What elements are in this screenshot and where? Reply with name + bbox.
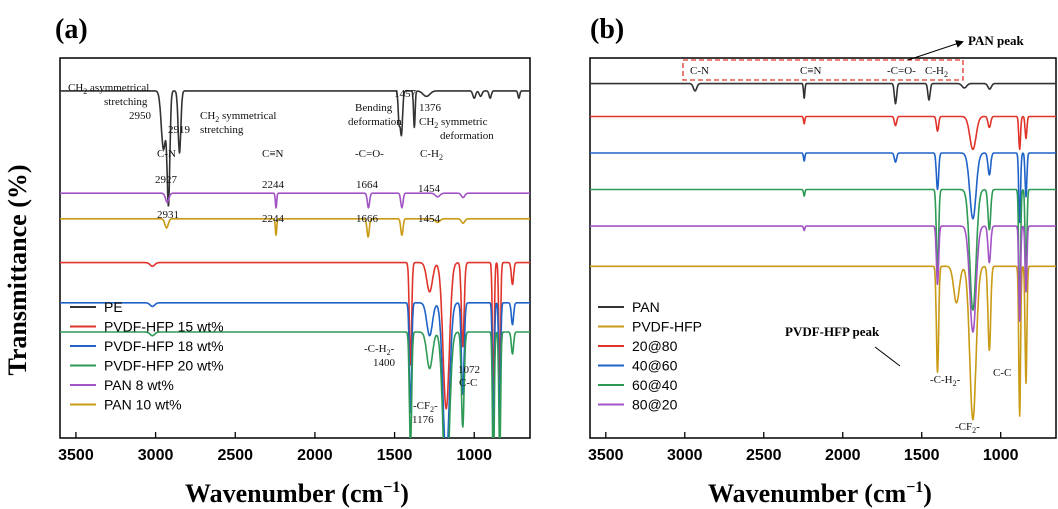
panel-a-x-ticks: 3500 3000 2500 2000 1500 1000 — [58, 432, 492, 464]
anno-pvdf-cf2: -CF2- — [413, 400, 438, 414]
panel-b-x-ticks: 3500 3000 2500 2000 1500 1000 — [588, 432, 1019, 464]
anno-pe-deformation-2: deformation — [440, 130, 494, 142]
panel-a-series — [60, 90, 530, 438]
x-tick-label-3500: 3500 — [588, 447, 624, 464]
anno-box-ctn: C≡N — [800, 65, 822, 77]
anno-pe-2919: 2919 — [168, 124, 191, 136]
x-tick-label-2000: 2000 — [297, 447, 333, 464]
x-tick-label-1500: 1500 — [904, 447, 940, 464]
anno-box-co: -C=O- — [887, 65, 916, 77]
anno-box-ch: C-H2 — [925, 65, 948, 79]
x-tick-label-2000: 2000 — [825, 447, 861, 464]
series-line-1-0 — [590, 82, 1056, 105]
series-line-1-3 — [590, 152, 1056, 224]
x-tick-label-3000: 3000 — [667, 447, 703, 464]
anno-pe-bending: Bending — [355, 102, 393, 114]
anno-pe-ch2-sym: CH2 symmetrical — [200, 110, 276, 124]
anno-pe-deformation: deformation — [348, 116, 402, 128]
legend-label-0-5: PAN 10 wt% — [104, 397, 182, 413]
anno-pan-ch: C-H2 — [420, 148, 443, 162]
x-tick-label-3500: 3500 — [58, 447, 94, 464]
panel-b-label: (b) — [590, 14, 624, 45]
anno-pe-1457: 1457 — [394, 88, 417, 100]
legend-label-0-0: PE — [104, 299, 123, 315]
anno-b-pvdf-ch2: -C-H2- — [930, 374, 961, 388]
series-line-0-2 — [60, 301, 530, 438]
legend-label-1-3: 40@60 — [632, 358, 678, 374]
anno-pan-cn: C-N — [157, 148, 176, 160]
panel-a-y-axis-title: Transmittance (%) — [3, 164, 32, 375]
pan-peak-arrow — [907, 40, 964, 61]
panel-a-legend: PE PVDF-HFP 15 wt% PVDF-HFP 18 wt% PVDF-HFP… — [70, 299, 224, 413]
anno-pan10-2931: 2931 — [157, 209, 179, 221]
legend-label-0-1: PVDF-HFP 15 wt% — [104, 319, 224, 335]
panel-b-x-axis-title: Wavenumber (cm−1) — [708, 479, 932, 508]
series-line-0-3 — [60, 331, 530, 438]
panel-b-legend: PAN PVDF-HFP 20@80 40@60 60@40 80@20 — [598, 299, 702, 413]
anno-pe-ch2-sym-line2: stretching — [200, 124, 244, 136]
series-line-1-2 — [590, 115, 1056, 151]
panel-a-plot-frame — [59, 57, 531, 439]
x-tick-label-1500: 1500 — [377, 447, 413, 464]
series-line-1-4 — [590, 188, 1056, 315]
pvdf-peak-arrow — [874, 346, 901, 367]
panel-a: (a) Transmittance (%) Wavenumber (cm−1) … — [3, 14, 531, 508]
anno-pan10-1454: 1454 — [418, 213, 441, 225]
panel-a-x-axis-title: Wavenumber (cm−1) — [185, 479, 409, 508]
series-line-0-5 — [60, 218, 530, 238]
anno-pan8-1664: 1664 — [356, 179, 379, 191]
anno-pan8-2244: 2244 — [262, 179, 285, 191]
panel-a-label: (a) — [55, 14, 88, 45]
anno-pe-ch2-symmetric: CH2 symmetric — [419, 116, 488, 130]
pan-peak-box — [682, 59, 964, 81]
legend-label-1-2: 20@80 — [632, 338, 678, 354]
panel-a-annotations: CH2 asymmetrical stretching 2950 2919 CH… — [68, 82, 494, 426]
panel-b: (b) Wavenumber (cm−1) 3500 3000 2500 2000 15… — [588, 14, 1057, 508]
anno-pvdf-1072: 1072 — [458, 364, 480, 376]
series-line-1-5 — [590, 225, 1056, 333]
anno-pan-co: -C=O- — [355, 148, 384, 160]
anno-pan10-1666: 1666 — [356, 213, 379, 225]
x-tick-label-1000: 1000 — [983, 447, 1019, 464]
legend-label-1-1: PVDF-HFP — [632, 319, 702, 335]
legend-label-1-5: 80@20 — [632, 397, 678, 413]
anno-b-pvdf-cc: C-C — [993, 367, 1011, 379]
anno-pan8-2927: 2927 — [155, 174, 178, 186]
anno-pvdf-ch2: -C-H2- — [364, 343, 395, 357]
anno-pvdf-1400: 1400 — [373, 357, 396, 369]
anno-pe-1376: 1376 — [419, 102, 442, 114]
legend-label-1-0: PAN — [632, 299, 660, 315]
anno-pe-ch2-asym-line2: stretching — [104, 96, 148, 108]
legend-label-0-4: PAN 8 wt% — [104, 377, 174, 393]
legend-label-0-2: PVDF-HFP 18 wt% — [104, 338, 224, 354]
anno-pvdf-peak: PVDF-HFP peak — [785, 324, 880, 339]
anno-b-pvdf-cf2: -CF2- — [955, 421, 980, 435]
x-tick-label-1000: 1000 — [456, 447, 492, 464]
anno-pan10-2244: 2244 — [262, 213, 285, 225]
anno-box-cn: C-N — [690, 65, 709, 77]
x-tick-label-3000: 3000 — [138, 447, 174, 464]
series-line-0-1 — [60, 261, 530, 410]
legend-label-1-4: 60@40 — [632, 377, 678, 393]
anno-pan8-1454: 1454 — [418, 183, 441, 195]
panel-b-annotations: PAN peak C-N C≡N -C=O- C-H2 PVDF-HFP pea… — [682, 33, 1025, 435]
legend-label-0-3: PVDF-HFP 20 wt% — [104, 358, 224, 374]
series-line-0-4 — [60, 192, 530, 209]
anno-pan-peak: PAN peak — [968, 33, 1025, 48]
x-tick-label-2500: 2500 — [746, 447, 782, 464]
anno-pvdf-cc: C-C — [459, 377, 477, 389]
anno-pvdf-1176: 1176 — [412, 414, 434, 426]
series-line-1-1 — [590, 265, 1056, 421]
x-tick-label-2500: 2500 — [217, 447, 253, 464]
anno-pe-2950: 2950 — [129, 110, 152, 122]
series-line-0-0 — [60, 90, 530, 207]
anno-pe-ch2-asym: CH2 asymmetrical — [68, 82, 149, 96]
anno-pan-ctn: C≡N — [262, 148, 284, 160]
panel-b-plot-frame — [589, 57, 1057, 439]
panel-b-series — [590, 82, 1056, 421]
